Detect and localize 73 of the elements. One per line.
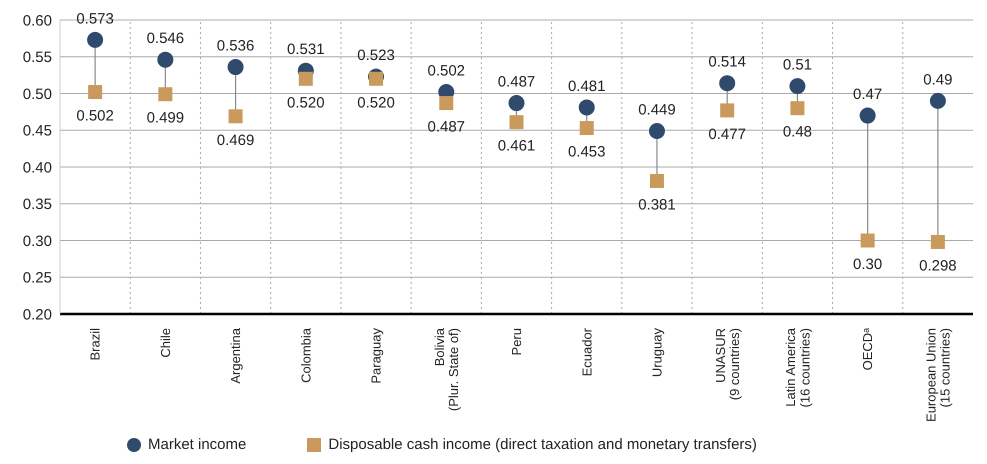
data-label: 0.481 <box>568 78 606 95</box>
data-label: 0.502 <box>427 62 466 80</box>
y-tick-label: 0.45 <box>22 122 52 140</box>
x-tick-label: Latin America (16 countries) <box>782 327 812 408</box>
point <box>298 72 313 86</box>
data-label: 0.487 <box>498 74 536 91</box>
point <box>228 59 244 76</box>
x-tick-label: Argentina <box>228 327 244 384</box>
point <box>719 75 736 92</box>
data-label: 0.499 <box>146 110 184 127</box>
x-tick-label: Uruguay <box>650 328 665 378</box>
point <box>930 92 946 109</box>
point <box>87 32 104 48</box>
data-label: 0.536 <box>216 38 254 55</box>
data-label: 0.520 <box>287 94 325 112</box>
data-label: 0.487 <box>427 118 466 136</box>
point <box>157 52 174 68</box>
data-label: 0.523 <box>357 47 395 64</box>
data-label: 0.298 <box>919 257 957 274</box>
x-tick-label: European Union (15 countries) <box>923 328 953 422</box>
point <box>720 103 734 118</box>
data-label: 0.51 <box>782 56 812 74</box>
data-label: 0.381 <box>638 196 676 214</box>
y-tick-label: 0.60 <box>22 12 52 30</box>
point <box>88 85 102 100</box>
point <box>578 99 595 116</box>
data-label: 0.514 <box>708 54 746 71</box>
data-label: 0.573 <box>76 10 114 28</box>
x-tick-label: Brazil <box>88 328 103 361</box>
data-label: 0.453 <box>568 144 606 161</box>
point <box>789 78 806 94</box>
point <box>510 115 524 130</box>
point <box>369 72 384 86</box>
y-tick-label: 0.55 <box>22 49 52 66</box>
x-tick-label: Ecuador <box>579 327 594 376</box>
point <box>860 108 876 124</box>
y-tick-label: 0.20 <box>22 306 52 324</box>
point <box>860 234 875 248</box>
point <box>930 234 945 249</box>
legend-label: Market income <box>148 436 246 453</box>
data-label: 0.47 <box>853 86 882 104</box>
y-tick-label: 0.30 <box>22 232 52 250</box>
point <box>508 95 524 112</box>
point <box>228 109 243 124</box>
point <box>648 122 665 139</box>
x-tick-label: UNASUR (9 countries) <box>712 328 742 400</box>
data-label: 0.49 <box>923 71 952 88</box>
legend-label: Disposable cash income (direct taxation and monetary transfers) <box>328 436 757 453</box>
data-label: 0.477 <box>708 126 746 143</box>
x-tick-label: Peru <box>509 328 524 356</box>
data-label: 0.531 <box>287 41 325 58</box>
y-tick-label: 0.40 <box>22 159 52 176</box>
x-tick-label: Paraguay <box>368 328 384 384</box>
x-tick-label: Chile <box>158 328 173 358</box>
data-label: 0.469 <box>216 132 254 149</box>
data-label: 0.520 <box>357 94 395 112</box>
point <box>790 101 804 116</box>
point <box>158 87 172 102</box>
x-tick-label: OECDᵃ <box>860 328 876 370</box>
point <box>439 96 454 110</box>
data-label: 0.449 <box>638 101 676 118</box>
x-tick-label: Bolivia (Plur. State of) <box>432 327 462 412</box>
data-label: 0.461 <box>498 138 536 155</box>
y-tick-label: 0.25 <box>22 270 52 287</box>
y-tick-label: 0.35 <box>22 196 52 214</box>
point <box>580 121 594 136</box>
y-tick-label: 0.50 <box>22 86 52 103</box>
data-label: 0.30 <box>853 256 882 274</box>
point <box>650 174 664 188</box>
x-tick-label: Colombia <box>298 327 314 383</box>
data-label: 0.48 <box>782 124 812 141</box>
data-label: 0.502 <box>76 108 114 125</box>
data-label: 0.546 <box>146 30 184 48</box>
